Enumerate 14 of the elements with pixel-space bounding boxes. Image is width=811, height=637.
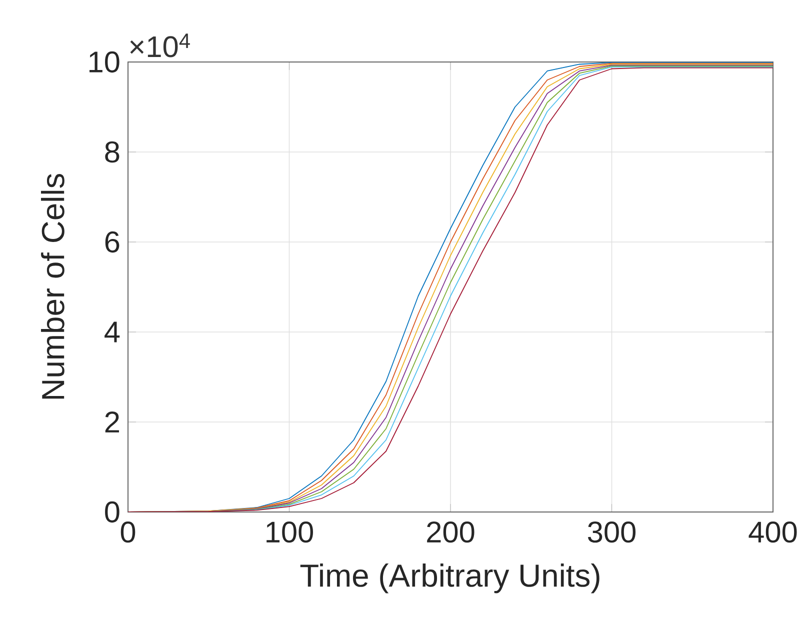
y-axis-title: Number of Cells: [40, 174, 64, 399]
x-tick-label: 400: [748, 522, 797, 543]
y-tick-label: 2: [105, 412, 119, 432]
x-tick-label: 0: [120, 522, 136, 543]
x-axis-title: Time (Arbitrary Units): [300, 564, 600, 594]
y-tick-label: 0: [105, 501, 120, 523]
x-tick-label: 300: [588, 522, 636, 543]
x-tick-label: 200: [427, 522, 474, 543]
y-tick-label: 4: [104, 322, 120, 342]
y-tick-label: 6: [105, 231, 120, 253]
text: ×10$^{4}$: [130, 34, 190, 58]
y-tick-label: 8: [105, 141, 120, 163]
x-tick-label: 100: [266, 522, 314, 543]
y-tick-label: 10: [90, 51, 120, 73]
